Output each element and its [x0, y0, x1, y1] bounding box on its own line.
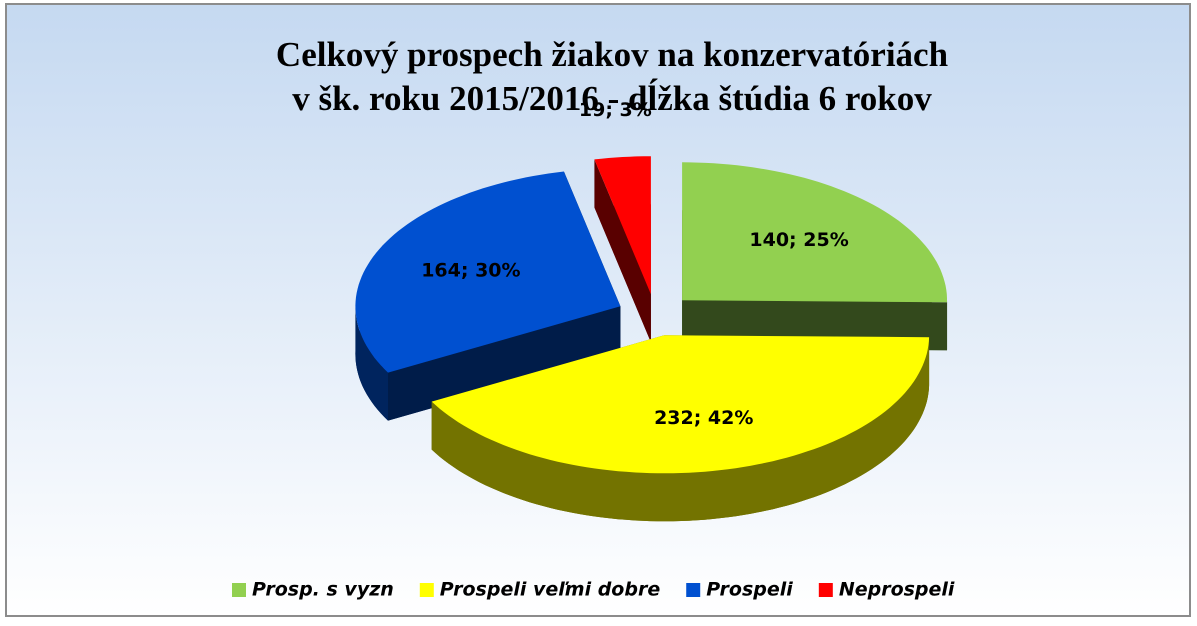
legend-label: Neprospeli	[839, 579, 955, 601]
legend-label: Prospeli	[706, 579, 793, 601]
data-label: 19; 3%	[579, 99, 652, 121]
legend-label: Prosp. s vyzn	[252, 579, 394, 601]
chart-title: Celkový prospech žiakov na konzervatóriá…	[276, 35, 948, 74]
legend-swatch	[819, 583, 833, 597]
legend-swatch	[420, 583, 434, 597]
legend-label: Prospeli veľmi dobre	[440, 579, 661, 601]
legend-swatch	[686, 583, 700, 597]
data-label: 232; 42%	[654, 407, 753, 429]
legend: Prosp. s vyzn Prospeli veľmi dobre Prospel…	[232, 579, 955, 601]
data-label: 140; 25%	[749, 229, 848, 251]
legend-swatch	[232, 583, 246, 597]
data-label: 164; 30%	[421, 259, 520, 281]
